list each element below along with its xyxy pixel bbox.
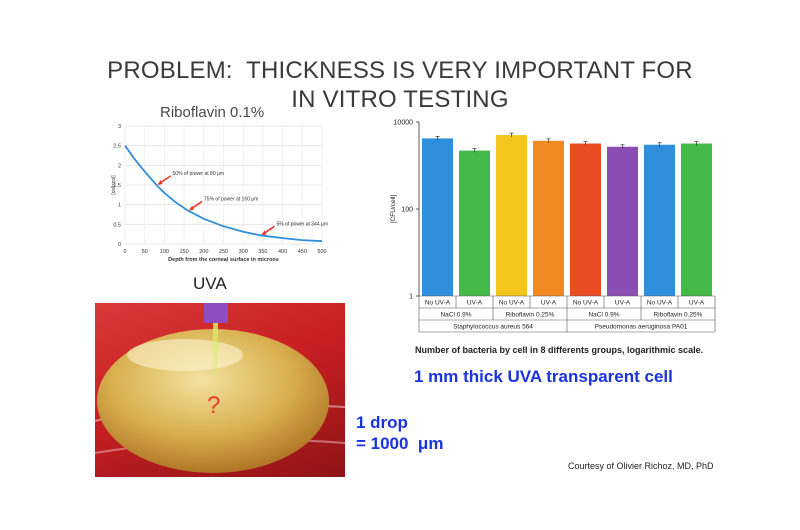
drop-photo	[95, 303, 345, 477]
drop-illustration	[95, 303, 345, 473]
bar-chart-caption: Number of bacteria by cell in 8 differen…	[415, 345, 704, 355]
x-tick-label: 350	[258, 249, 267, 255]
y-tick-label: 100	[401, 207, 413, 214]
x-tick-label: 450	[298, 249, 307, 255]
series-line	[124, 145, 323, 243]
organism-label: Pseudomonas aeruginosa PA01	[595, 324, 688, 331]
annotation-label: 75% of power at 160 μm	[204, 197, 258, 203]
x-tick-label: 100	[160, 249, 169, 255]
y-tick-label: 2	[118, 163, 121, 169]
y-tick-label: 1	[118, 203, 121, 209]
bar	[607, 146, 638, 296]
bar	[570, 143, 601, 296]
bar	[681, 143, 712, 296]
x-tick-label: 250	[219, 249, 228, 255]
annotation-arrowhead	[189, 205, 195, 211]
bar	[496, 135, 527, 296]
cell-thickness-note: 1 mm thick UVA transparent cell	[414, 367, 673, 386]
y-tick-label: 3	[118, 124, 121, 130]
organism-label: Staphylococcus aureus 564	[453, 324, 533, 331]
category-label: UV-A	[467, 300, 483, 307]
category-label: UV-A	[689, 300, 705, 307]
annotation-arrowhead	[157, 180, 163, 185]
drop-size-note: 1 drop = 1000 μm	[356, 412, 443, 454]
annotation-arrowhead	[261, 230, 267, 236]
category-label: No UV-A	[573, 300, 599, 307]
x-tick-label: 0	[123, 249, 126, 255]
title-line-1: PROBLEM: THICKNESS IS VERY IMPORTANT FOR	[107, 57, 693, 84]
group-label: Riboflavin 0.25%	[654, 312, 703, 319]
question-mark: ?	[207, 392, 221, 419]
bar	[644, 144, 675, 296]
drop-line-2: = 1000 μm	[356, 434, 444, 453]
y-axis-label: [cellscol]	[111, 175, 117, 195]
uva-label: UVA	[193, 274, 227, 293]
bar	[459, 150, 490, 296]
x-tick-label: 300	[239, 249, 248, 255]
x-tick-label: 50	[142, 249, 148, 255]
left-chart-title: Riboflavin 0.1%	[160, 104, 265, 121]
y-tick-label: 2.5	[113, 144, 121, 150]
credit-text: Courtesy of Olivier Richoz, MD, PhD	[568, 461, 714, 471]
bar	[422, 138, 453, 296]
x-tick-label: 150	[180, 249, 189, 255]
y-tick-label: 0.5	[113, 222, 121, 228]
y-tick-label: 1.5	[113, 183, 121, 189]
title-line-2: IN VITRO TESTING	[291, 86, 509, 113]
group-label: NaCl 0.9%	[440, 312, 471, 319]
category-label: UV-A	[541, 300, 557, 307]
group-label: NaCl 0.9%	[588, 312, 619, 319]
x-tick-label: 400	[278, 249, 287, 255]
x-tick-label: 200	[199, 249, 208, 255]
bacteria-bar-chart: 1 100 10000 [CFU/cell] No UV-A UV-A No UV-A UV-…	[390, 120, 716, 333]
penetration-line-chart: 0 0.5 1 1.5 2 2.5 3 0 50 100 150 200 250 300 350 400 450…	[111, 124, 329, 263]
bar	[533, 140, 564, 296]
x-tick-label: 500	[317, 249, 326, 255]
slide-title: PROBLEM: THICKNESS IS VERY IMPORTANT FOR…	[60, 56, 740, 114]
y-tick-label: 0	[118, 242, 121, 248]
category-label: No UV-A	[499, 300, 525, 307]
uva-emitter	[204, 303, 228, 323]
y-tick-label: 10000	[394, 120, 414, 127]
y-tick-label: 1	[409, 294, 413, 301]
y-axis-label: [CFU/cell]	[390, 195, 397, 224]
x-axis-label: Depth from the corneal surface in micron…	[168, 257, 279, 263]
category-label: No UV-A	[425, 300, 451, 307]
group-label: Riboflavin 0.25%	[506, 312, 555, 319]
annotation-label: 50% of power at 80 μm	[173, 171, 225, 177]
drop-line-1: 1 drop	[356, 413, 408, 432]
category-label: UV-A	[615, 300, 631, 307]
annotation-label: 5% of power at 344 μm	[277, 221, 329, 227]
category-label: No UV-A	[647, 300, 673, 307]
uva-beam	[213, 321, 218, 391]
